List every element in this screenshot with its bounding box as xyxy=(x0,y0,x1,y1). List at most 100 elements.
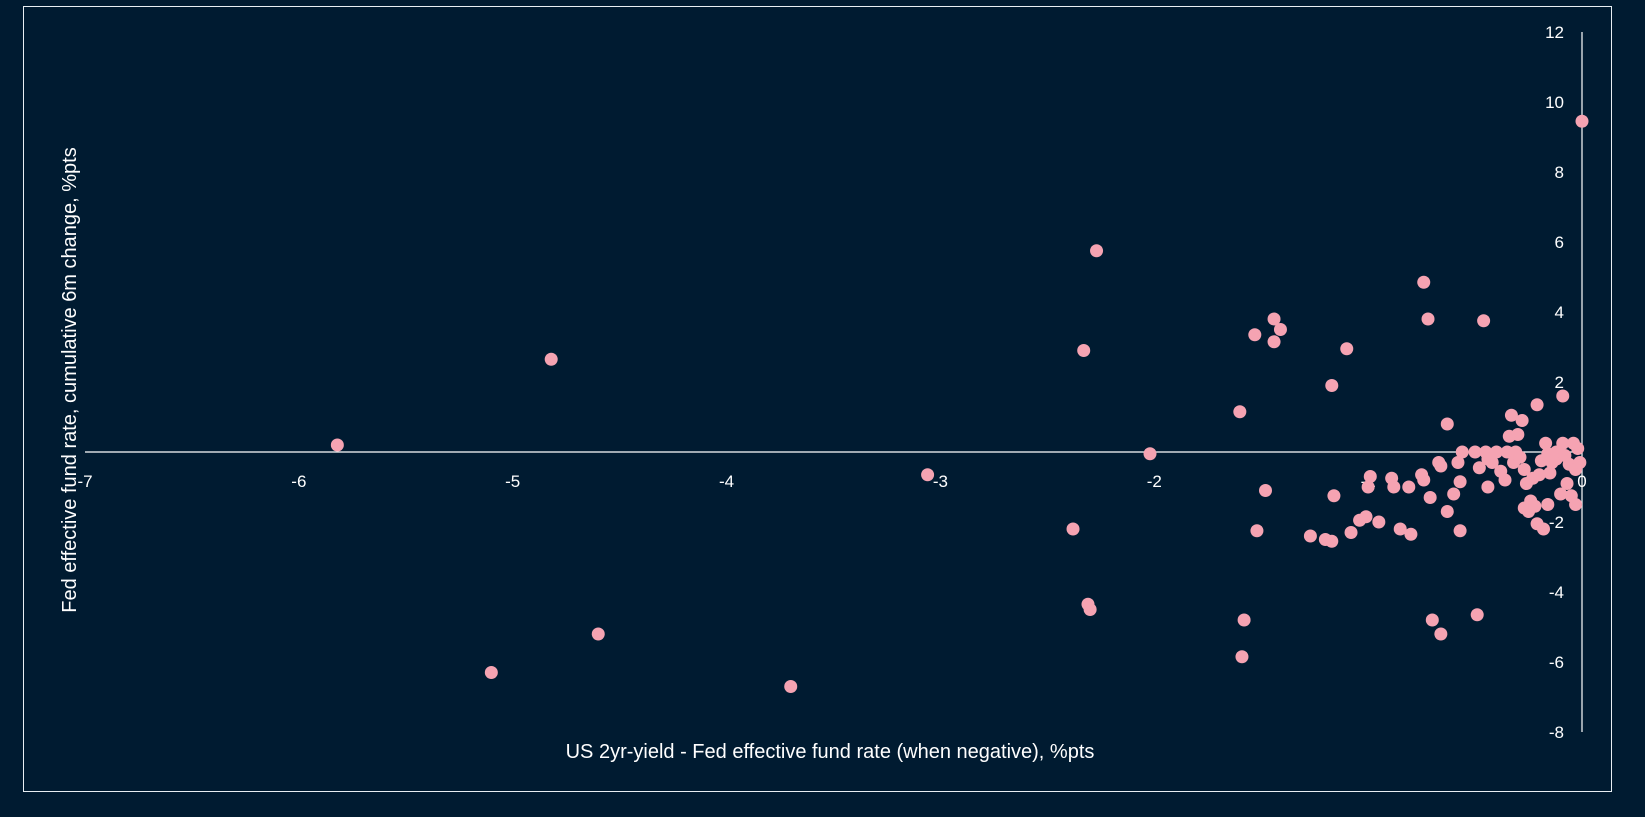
x-tick-label: 0 xyxy=(1577,472,1586,491)
data-point xyxy=(1575,114,1589,128)
data-point xyxy=(1327,489,1341,503)
x-tick-label: -7 xyxy=(77,472,92,491)
data-point xyxy=(1554,487,1568,501)
data-point xyxy=(1513,450,1527,464)
data-point xyxy=(1083,603,1097,616)
x-axis-title: US 2yr-yield - Fed effective fund rate (… xyxy=(566,741,1095,763)
data-point xyxy=(1434,459,1448,473)
data-point xyxy=(1359,510,1373,524)
data-point xyxy=(1250,524,1264,538)
data-point xyxy=(1404,527,1418,541)
data-point xyxy=(330,438,344,452)
data-point xyxy=(1485,456,1499,469)
data-point xyxy=(1425,613,1439,627)
data-points xyxy=(330,114,1589,693)
y-tick-label: -6 xyxy=(1549,653,1564,672)
data-point xyxy=(1543,466,1557,480)
data-point xyxy=(1451,456,1465,469)
data-point xyxy=(1455,445,1469,459)
data-point xyxy=(1481,480,1495,494)
y-tick-label: 2 xyxy=(1555,373,1564,392)
data-point xyxy=(1421,312,1435,326)
y-tick-label: 8 xyxy=(1555,163,1564,182)
axes xyxy=(85,32,1583,732)
data-point xyxy=(1453,524,1467,538)
data-point xyxy=(1541,498,1555,511)
data-point xyxy=(1423,491,1437,504)
data-point xyxy=(1235,650,1249,664)
data-point xyxy=(1447,487,1461,501)
y-tick-label: 10 xyxy=(1545,93,1564,112)
data-point xyxy=(1504,408,1518,422)
x-tick-labels: -7-6-5-4-3-2-10 xyxy=(77,472,1586,491)
y-tick-label: -4 xyxy=(1549,583,1564,602)
data-point xyxy=(1532,468,1546,482)
data-point xyxy=(1267,335,1281,349)
data-point xyxy=(1248,328,1262,342)
data-point xyxy=(1528,499,1542,513)
data-point xyxy=(1417,473,1431,487)
y-tick-label: -8 xyxy=(1549,723,1564,742)
x-tick-label: -4 xyxy=(719,472,734,491)
x-tick-label: -6 xyxy=(291,472,306,491)
data-point xyxy=(1569,498,1583,511)
data-point xyxy=(1258,484,1272,497)
y-tick-label: -2 xyxy=(1549,513,1564,532)
data-point xyxy=(1511,428,1525,441)
data-point xyxy=(1090,244,1104,258)
data-point xyxy=(1267,312,1281,326)
data-point xyxy=(1273,323,1287,336)
data-point xyxy=(1556,436,1570,450)
data-point xyxy=(1387,480,1401,494)
y-tick-label: 6 xyxy=(1555,233,1564,252)
data-point xyxy=(1539,436,1553,450)
data-point xyxy=(1434,627,1448,641)
data-point xyxy=(1325,534,1339,548)
data-point xyxy=(484,666,498,679)
data-point xyxy=(1470,608,1484,622)
data-point xyxy=(1402,480,1416,494)
data-point xyxy=(1344,526,1358,539)
data-point xyxy=(921,468,935,482)
y-tick-labels: -8-6-4-2024681012 xyxy=(1545,23,1564,742)
data-point xyxy=(1472,461,1486,475)
y-tick-label: 4 xyxy=(1555,303,1564,322)
data-point xyxy=(1393,522,1407,536)
data-point xyxy=(1517,463,1531,476)
data-point xyxy=(1363,470,1377,483)
data-point xyxy=(1077,344,1091,357)
data-point xyxy=(1066,522,1080,536)
data-point xyxy=(1303,529,1317,543)
data-point xyxy=(1440,505,1454,518)
data-point xyxy=(1537,522,1551,536)
data-point xyxy=(1417,275,1431,289)
data-point xyxy=(1498,473,1512,487)
data-point xyxy=(1233,405,1247,419)
data-point xyxy=(1468,445,1482,459)
data-point xyxy=(544,352,558,366)
y-tick-label: 12 xyxy=(1545,23,1564,42)
data-point xyxy=(1560,477,1574,490)
y-axis-title: Fed effective fund rate, cumulative 6m c… xyxy=(59,147,81,612)
x-tick-label: -3 xyxy=(933,472,948,491)
data-point xyxy=(591,627,605,641)
data-point xyxy=(1489,445,1503,459)
data-point xyxy=(1573,456,1587,469)
data-point xyxy=(1477,314,1491,328)
x-tick-label: -5 xyxy=(505,472,520,491)
data-point xyxy=(1237,613,1251,627)
data-point xyxy=(1453,475,1467,489)
data-point xyxy=(1515,414,1529,427)
data-point xyxy=(1325,379,1339,392)
data-point xyxy=(1530,398,1544,412)
data-point xyxy=(784,680,798,693)
data-point xyxy=(1571,442,1585,455)
data-point xyxy=(1361,480,1375,494)
data-point xyxy=(1556,389,1570,403)
chart-frame xyxy=(23,6,1612,792)
data-point xyxy=(1440,417,1454,431)
data-point xyxy=(1340,342,1354,356)
x-tick-label: -2 xyxy=(1147,472,1162,491)
data-point xyxy=(1143,447,1157,461)
